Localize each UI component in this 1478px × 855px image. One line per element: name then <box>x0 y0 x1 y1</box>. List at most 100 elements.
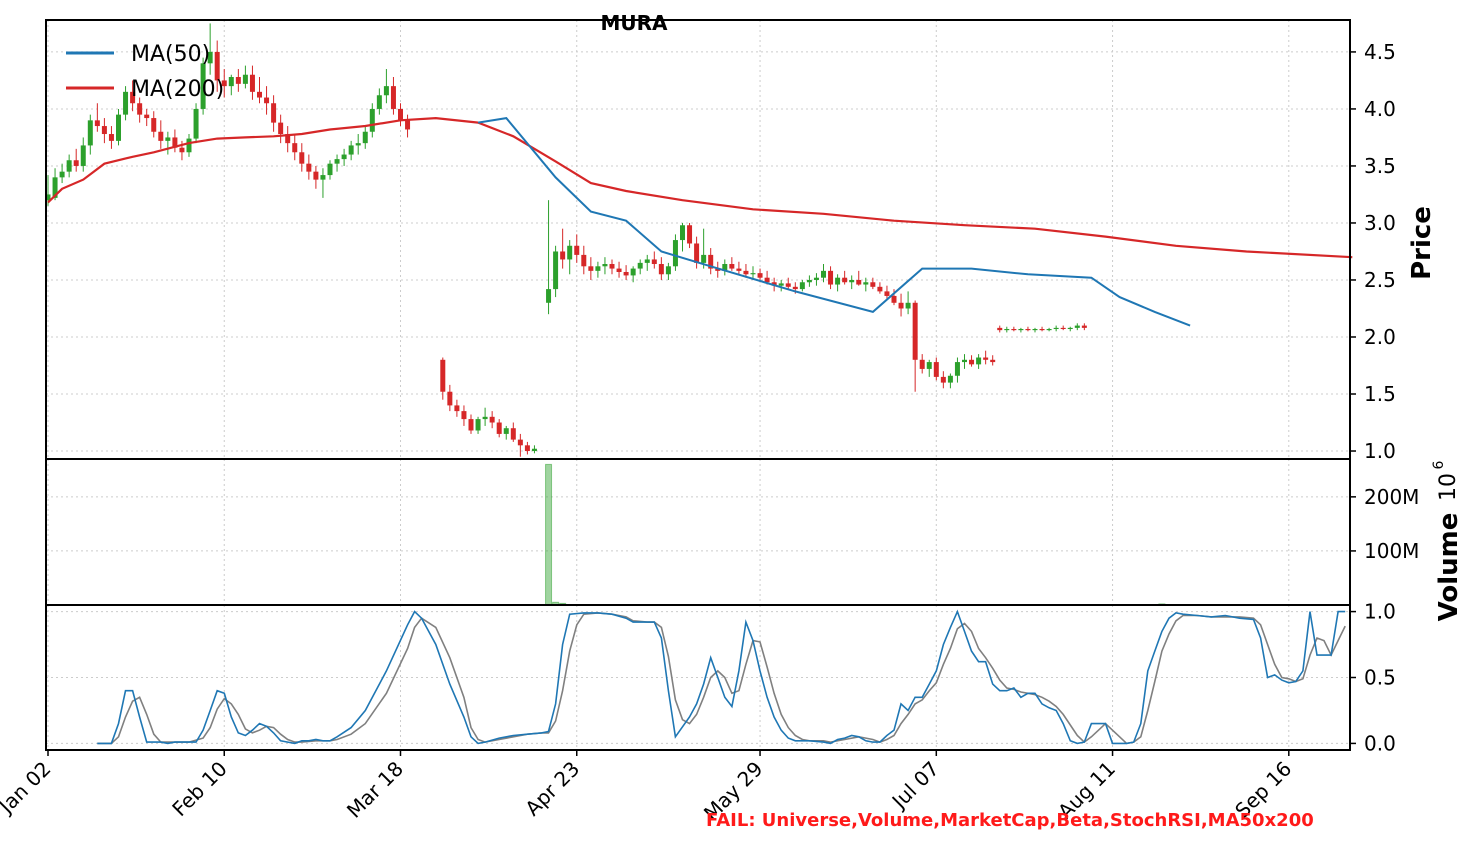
candle-body <box>680 225 685 241</box>
candle-body <box>80 145 86 166</box>
stochrsi-panel <box>97 609 1346 745</box>
candle-body <box>969 359 975 365</box>
price-tick-label: 2.5 <box>1364 268 1396 292</box>
price-tick-label: 3.0 <box>1364 211 1396 235</box>
candle-body <box>45 194 51 201</box>
candle-body <box>158 131 164 141</box>
candle-body <box>553 251 559 290</box>
candle-body <box>503 428 509 434</box>
candle-body <box>672 240 678 267</box>
candle-body <box>658 264 664 275</box>
candle-body <box>792 286 798 290</box>
candle-body <box>299 152 305 164</box>
candle-body <box>52 177 58 198</box>
candle-body <box>327 163 333 176</box>
candle-body <box>1067 327 1073 330</box>
candle-body <box>905 302 911 309</box>
candle-body <box>574 245 580 255</box>
candle-body <box>1046 329 1052 331</box>
candle-body <box>891 295 897 303</box>
candle-body <box>355 143 361 146</box>
candle-body <box>976 357 982 365</box>
candle-body <box>849 279 855 283</box>
candle-body <box>933 362 939 377</box>
candle-body <box>235 77 241 84</box>
candle-body <box>348 145 354 155</box>
candle-body <box>320 175 326 180</box>
candle-body <box>186 138 192 153</box>
candle-body <box>877 286 883 292</box>
candle-body <box>954 362 960 376</box>
candle-body <box>1025 329 1031 331</box>
candle-body <box>870 282 876 287</box>
candle-body <box>644 259 650 263</box>
candle-body <box>567 245 573 260</box>
price-tick-label: 2.0 <box>1364 325 1396 349</box>
candle-body <box>771 282 777 286</box>
candle-body <box>531 448 537 452</box>
candle-body <box>383 86 389 96</box>
x-tick-label: Jan 02 <box>0 757 56 820</box>
candle-body <box>94 120 100 127</box>
candle-body <box>116 114 121 141</box>
candle-body <box>764 277 770 283</box>
candle-body <box>341 154 347 160</box>
candle-body <box>447 391 453 406</box>
volume-tick-label: 100M <box>1364 539 1419 563</box>
candle-body <box>588 266 594 271</box>
candle-body <box>616 268 622 272</box>
candle-body <box>842 277 848 283</box>
candle-body <box>595 266 601 271</box>
candle-body <box>736 268 742 271</box>
candle-body <box>257 91 262 98</box>
stochrsi-k-line <box>97 609 1346 745</box>
candle-body <box>637 262 643 269</box>
price-axis-title: Price <box>1407 206 1437 280</box>
candle-body <box>207 51 213 64</box>
candle-body <box>560 251 566 260</box>
candle-body <box>221 80 227 87</box>
candle-body <box>482 416 488 420</box>
ma200-line <box>47 116 1353 259</box>
grid-lines <box>46 20 1350 750</box>
candle-body <box>701 254 707 263</box>
x-tick-label: Jul 07 <box>886 757 944 815</box>
price-panel-frame <box>45 19 1351 460</box>
stochrsi-d-line <box>97 612 1346 745</box>
x-tick-label: Mar 18 <box>342 757 408 823</box>
candle-body <box>285 134 291 144</box>
x-tick-label: Apr 23 <box>520 757 584 821</box>
candle-body <box>242 74 248 84</box>
volume-tick-label: 200M <box>1364 485 1419 509</box>
svg-text:10: 10 <box>1436 473 1461 501</box>
candle-body <box>821 270 826 278</box>
candle-body <box>376 95 382 109</box>
candle-body <box>743 270 749 275</box>
candle-body <box>489 416 495 423</box>
stochrsi-tick-label: 0.0 <box>1364 731 1396 755</box>
price-tick-label: 1.5 <box>1364 382 1396 406</box>
candle-body <box>856 279 862 285</box>
candle-body <box>708 254 714 269</box>
price-tick-label: 3.5 <box>1364 154 1396 178</box>
candle-body <box>214 51 220 81</box>
candle-body <box>926 362 932 369</box>
candle-body <box>602 264 608 267</box>
candle-body <box>278 122 284 135</box>
candle-body <box>179 147 185 153</box>
volume-panel <box>446 463 1166 606</box>
candle-body <box>835 277 841 285</box>
chart-title: MURA <box>600 11 668 35</box>
candle-body <box>313 171 319 180</box>
candle-body <box>461 411 467 420</box>
candle-body <box>334 159 340 164</box>
candle-body <box>750 273 756 275</box>
candle-body <box>292 143 298 153</box>
candle-body <box>123 91 129 115</box>
candle-body <box>1011 329 1017 331</box>
candle-body <box>757 273 763 278</box>
candle-body <box>66 160 72 172</box>
candle-body <box>496 422 502 434</box>
candle-body <box>405 120 411 130</box>
volume-bar <box>545 463 553 606</box>
